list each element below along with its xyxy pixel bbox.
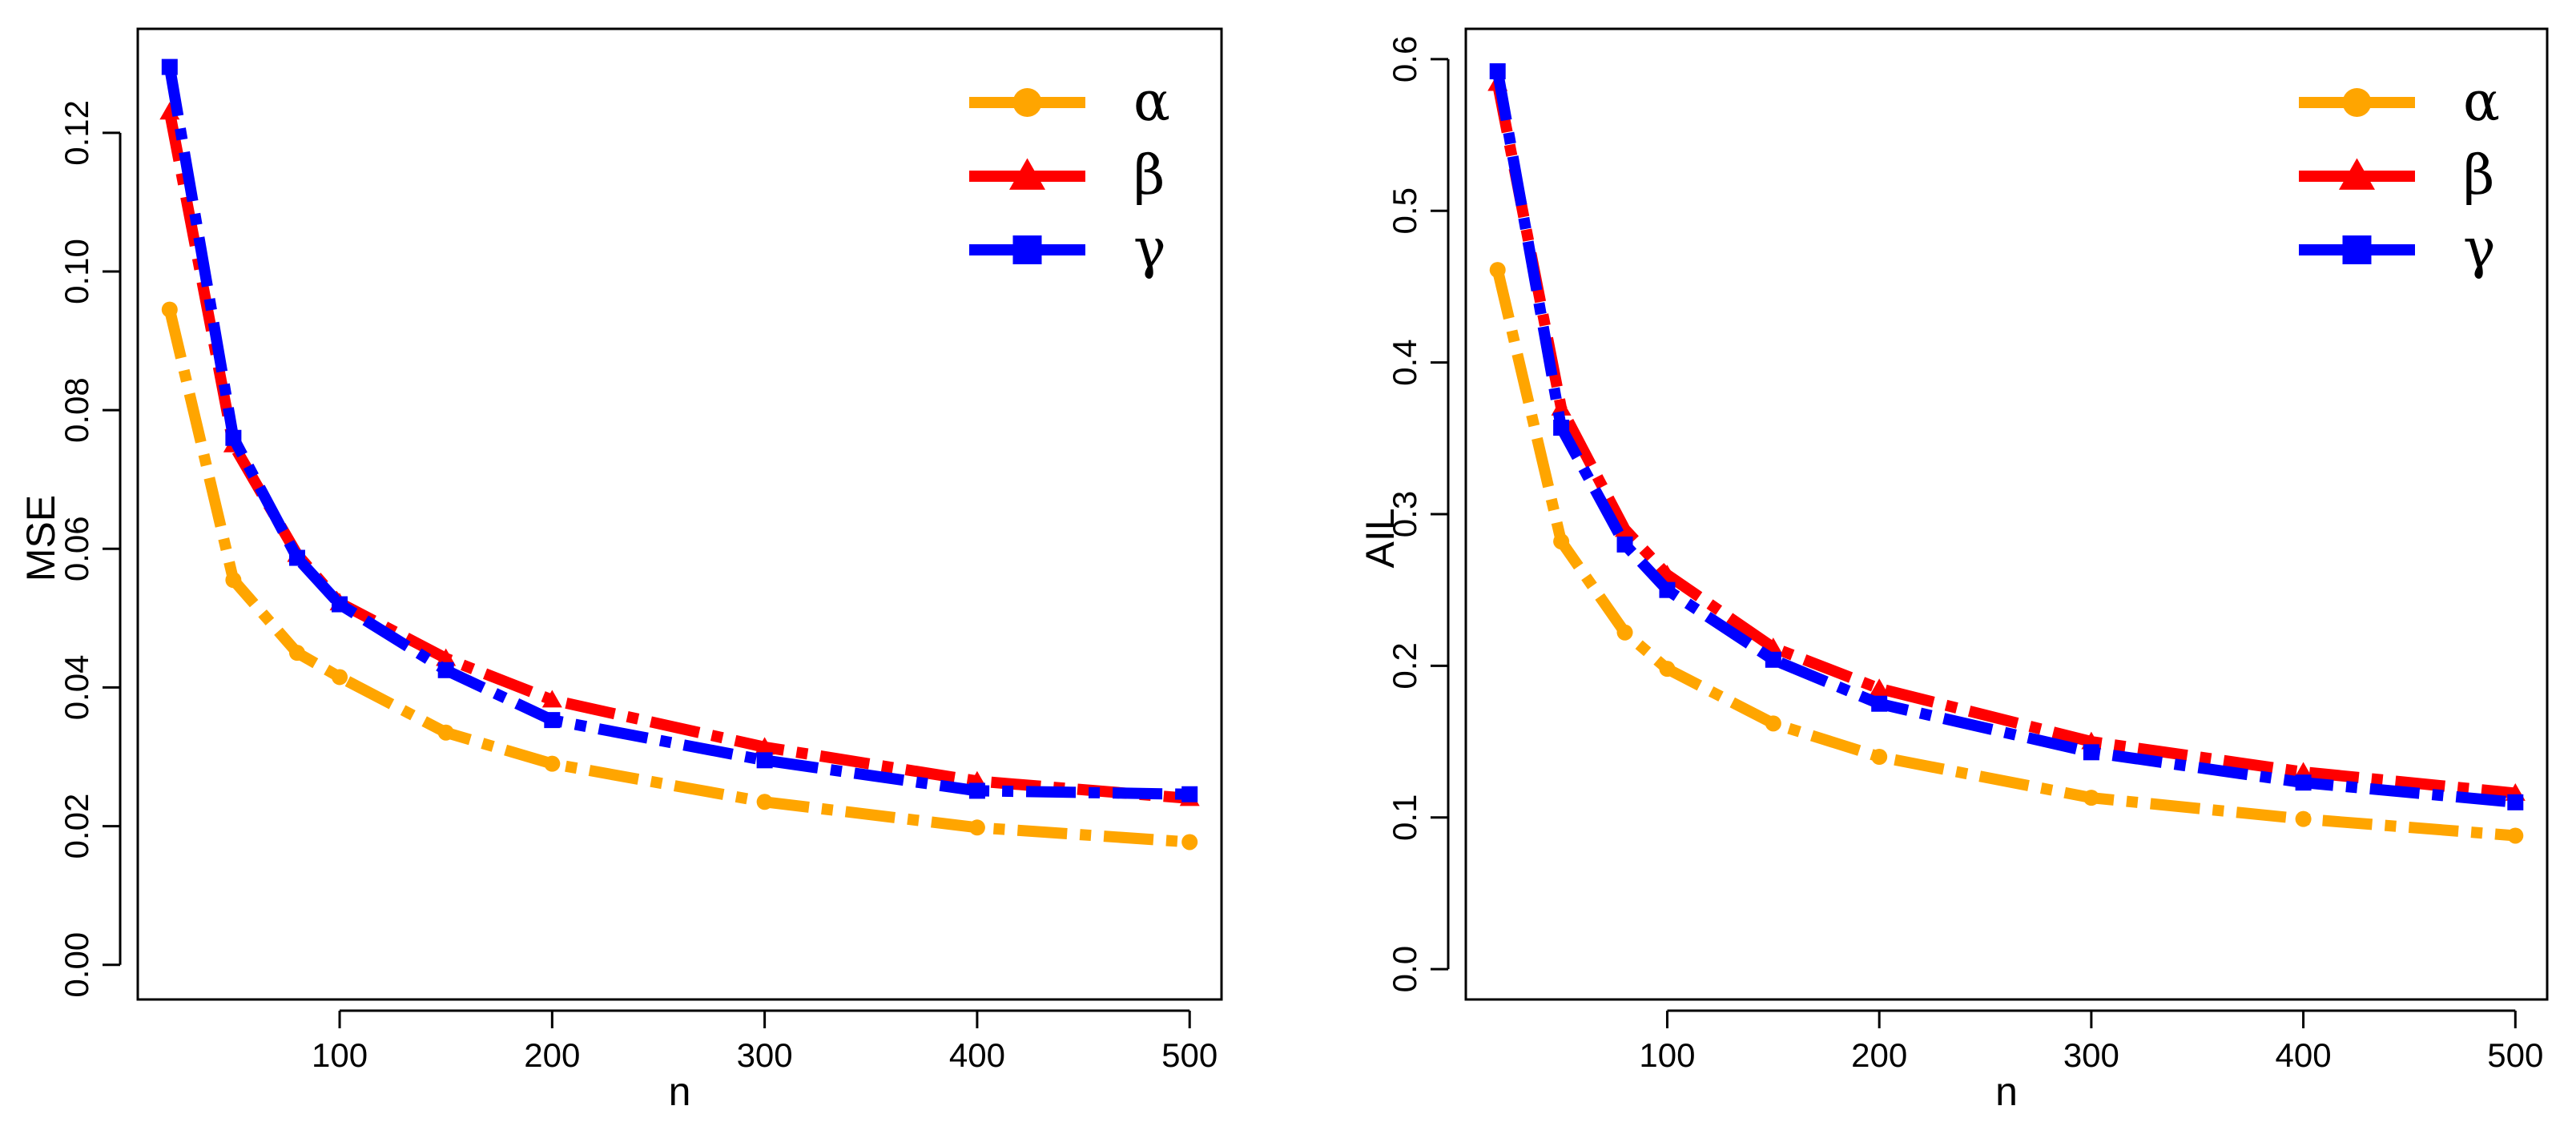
y-tick-label: 0.3 xyxy=(1386,491,1423,537)
y-tick-label: 0.04 xyxy=(58,655,95,721)
legend: αβγ xyxy=(2299,70,2500,281)
data-point xyxy=(1551,397,1572,416)
legend-label-3: γ xyxy=(1133,218,1166,281)
y-tick-label: 0.02 xyxy=(58,794,95,859)
data-point xyxy=(436,648,457,666)
y-tick-label: 0.10 xyxy=(58,239,95,304)
data-point xyxy=(1765,715,1781,732)
x-tick-label: 300 xyxy=(2063,1036,2119,1074)
x-tick-label: 500 xyxy=(1161,1036,1218,1074)
data-point xyxy=(1616,624,1633,641)
y-tick-label: 0.6 xyxy=(1386,36,1423,82)
data-point xyxy=(161,301,178,318)
y-tick-label: 0.4 xyxy=(1386,339,1423,385)
x-tick-label: 400 xyxy=(2276,1036,2332,1074)
x-tick-label: 400 xyxy=(949,1036,1005,1074)
data-point xyxy=(2507,794,2524,810)
data-point xyxy=(1489,63,1506,80)
legend-marker-3 xyxy=(1012,235,1042,264)
legend-marker-2 xyxy=(1009,158,1045,190)
legend-label-2: β xyxy=(2463,144,2494,207)
y-tick-label: 0.2 xyxy=(1386,642,1423,689)
data-point xyxy=(544,712,561,729)
data-point xyxy=(968,782,985,799)
data-point xyxy=(332,596,348,613)
data-point xyxy=(2083,790,2099,806)
data-point xyxy=(161,58,178,75)
data-point xyxy=(755,737,775,755)
x-tick-label: 300 xyxy=(737,1036,793,1074)
legend: αβγ xyxy=(969,70,1170,281)
x-tick-label: 100 xyxy=(1639,1036,1695,1074)
data-point xyxy=(1181,834,1198,851)
data-point xyxy=(225,572,242,589)
data-point xyxy=(1765,651,1781,668)
data-point xyxy=(225,429,242,446)
data-point xyxy=(2083,744,2099,761)
legend-marker-3 xyxy=(2342,235,2372,264)
data-point xyxy=(1553,420,1570,436)
x-axis-title: n xyxy=(1995,1069,2018,1114)
data-point xyxy=(1869,678,1890,697)
data-point xyxy=(756,794,773,810)
legend-marker-1 xyxy=(2342,88,2372,117)
data-point xyxy=(1871,695,1888,712)
y-tick-label: 0.1 xyxy=(1386,794,1423,841)
x-tick-label: 200 xyxy=(524,1036,580,1074)
y-tick-label: 0.0 xyxy=(1386,946,1423,992)
data-point xyxy=(288,645,305,662)
data-point xyxy=(1489,262,1506,279)
y-axis-title: MSE xyxy=(18,495,63,581)
legend-marker-1 xyxy=(1012,88,1042,117)
data-point xyxy=(2295,810,2312,827)
legend-label-3: γ xyxy=(2463,218,2496,281)
data-point xyxy=(1616,536,1633,553)
data-point xyxy=(1659,661,1676,678)
legend-marker-2 xyxy=(2339,158,2375,190)
y-axis-title: AIL xyxy=(1358,508,1403,568)
data-point xyxy=(437,724,454,741)
data-point xyxy=(756,752,773,769)
chart-panel-2: 100 200 300 400 500 n 0.0 0.1 0.2 0.3 0.4 0.5 0.6 AIL… xyxy=(1358,27,2549,1114)
x-tick-label: 500 xyxy=(2487,1036,2543,1074)
y-tick-label: 0.5 xyxy=(1386,187,1423,234)
chart-panel-1: 100 200 300 400 500 n 0.00 0.02 0.04 0.06 0.08 0.10… xyxy=(18,27,1223,1114)
data-point xyxy=(2507,827,2524,844)
data-point xyxy=(437,662,454,678)
data-point xyxy=(1871,749,1888,765)
x-tick-label: 200 xyxy=(1851,1036,1907,1074)
data-point xyxy=(1181,786,1198,802)
y-tick-label: 0.06 xyxy=(58,516,95,581)
series-line-2 xyxy=(1491,82,2516,799)
series-line-3 xyxy=(1491,70,2516,808)
x-axis-title: n xyxy=(669,1069,691,1114)
legend-label-1: α xyxy=(1133,70,1170,134)
data-point xyxy=(968,819,985,836)
data-point xyxy=(541,690,562,708)
data-point xyxy=(1553,533,1570,550)
y-tick-label: 0.00 xyxy=(58,932,95,998)
plot-frame xyxy=(1464,27,2549,1001)
data-point xyxy=(288,549,305,566)
y-tick-label: 0.12 xyxy=(58,100,95,166)
data-point xyxy=(544,755,561,772)
data-point xyxy=(332,669,348,686)
series-line-2 xyxy=(163,111,1190,804)
y-tick-label: 0.08 xyxy=(58,377,95,443)
data-point xyxy=(2295,774,2312,791)
data-point xyxy=(1659,581,1676,598)
legend-label-2: β xyxy=(1133,144,1165,207)
plot-frame xyxy=(136,27,1223,1001)
x-tick-label: 100 xyxy=(312,1036,368,1074)
legend-label-1: α xyxy=(2463,70,2500,134)
